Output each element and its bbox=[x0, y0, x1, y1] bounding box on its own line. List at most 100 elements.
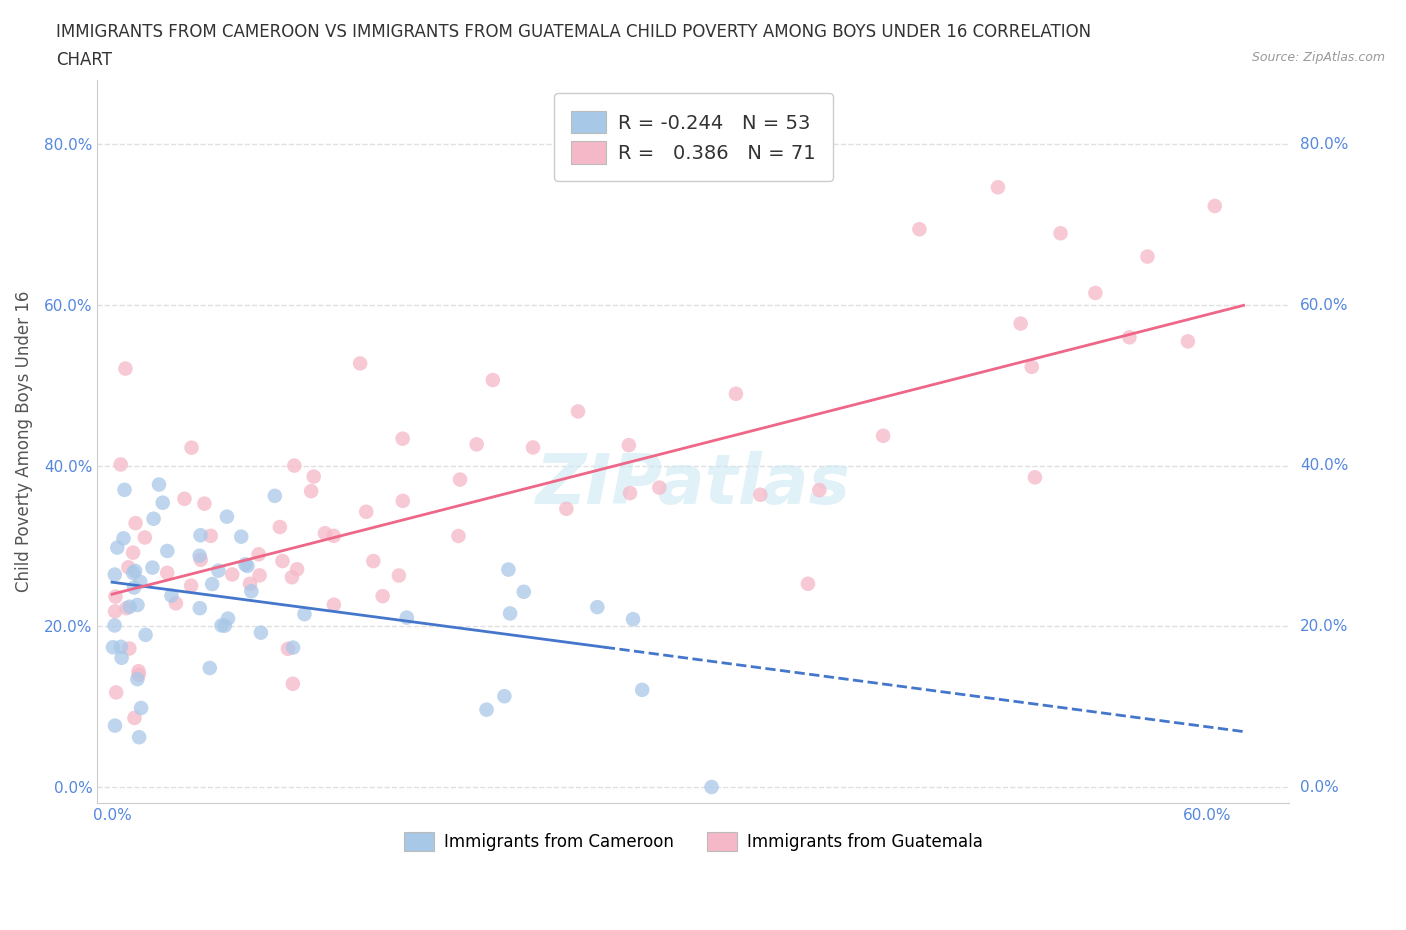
Point bbox=[522, 440, 544, 455]
Point bbox=[110, 457, 132, 472]
Point bbox=[302, 469, 325, 484]
Point bbox=[124, 711, 146, 725]
Point bbox=[156, 543, 179, 558]
Point bbox=[283, 458, 305, 473]
Text: ZIPatlas: ZIPatlas bbox=[536, 451, 851, 518]
Point bbox=[118, 599, 141, 614]
Point bbox=[135, 628, 157, 643]
Point bbox=[160, 588, 183, 603]
Point bbox=[285, 562, 308, 577]
Text: 40.0%: 40.0% bbox=[1301, 458, 1348, 473]
Point bbox=[193, 497, 215, 512]
Point bbox=[263, 488, 285, 503]
Point bbox=[180, 578, 202, 593]
Point bbox=[908, 221, 931, 236]
Point bbox=[217, 611, 239, 626]
Point bbox=[648, 480, 671, 495]
Point bbox=[249, 568, 271, 583]
Point bbox=[221, 567, 243, 582]
Point bbox=[700, 779, 723, 794]
Point bbox=[117, 560, 139, 575]
Point bbox=[129, 575, 152, 590]
Point bbox=[1118, 330, 1140, 345]
Point bbox=[1177, 334, 1199, 349]
Point bbox=[103, 618, 125, 633]
Point bbox=[127, 671, 149, 686]
Point bbox=[112, 531, 135, 546]
Point bbox=[354, 504, 377, 519]
Point bbox=[277, 642, 299, 657]
Point bbox=[233, 557, 256, 572]
Point bbox=[1010, 316, 1032, 331]
Point bbox=[236, 559, 259, 574]
Text: Source: ZipAtlas.com: Source: ZipAtlas.com bbox=[1251, 51, 1385, 64]
Point bbox=[391, 432, 413, 446]
Point bbox=[124, 564, 146, 578]
Point bbox=[391, 494, 413, 509]
Point bbox=[180, 440, 202, 455]
Point bbox=[349, 356, 371, 371]
Point bbox=[1204, 199, 1226, 214]
Point bbox=[114, 483, 136, 498]
Point bbox=[247, 547, 270, 562]
Point bbox=[128, 668, 150, 683]
Point bbox=[269, 520, 291, 535]
Text: IMMIGRANTS FROM CAMEROON VS IMMIGRANTS FROM GUATEMALA CHILD POVERTY AMONG BOYS U: IMMIGRANTS FROM CAMEROON VS IMMIGRANTS F… bbox=[56, 23, 1091, 41]
Point bbox=[371, 589, 394, 604]
Point bbox=[586, 600, 609, 615]
Point bbox=[215, 510, 238, 525]
Point bbox=[1024, 470, 1046, 485]
Point bbox=[122, 565, 145, 580]
Text: 0.0%: 0.0% bbox=[1301, 779, 1339, 794]
Point bbox=[749, 487, 772, 502]
Point bbox=[498, 562, 520, 577]
Point bbox=[621, 612, 644, 627]
Point bbox=[201, 577, 224, 591]
Point bbox=[631, 683, 654, 698]
Point bbox=[395, 610, 418, 625]
Point bbox=[198, 660, 221, 675]
Point bbox=[1136, 249, 1159, 264]
Point bbox=[299, 484, 322, 498]
Point bbox=[987, 179, 1010, 194]
Point bbox=[111, 650, 134, 665]
Point bbox=[118, 641, 141, 656]
Point bbox=[148, 477, 170, 492]
Point bbox=[1021, 359, 1043, 374]
Point bbox=[104, 589, 127, 604]
Point bbox=[239, 577, 262, 591]
Point bbox=[808, 483, 831, 498]
Point bbox=[475, 702, 498, 717]
Point bbox=[250, 625, 273, 640]
Point bbox=[200, 528, 222, 543]
Point bbox=[105, 685, 128, 700]
Point bbox=[190, 528, 212, 543]
Point bbox=[101, 640, 124, 655]
Point bbox=[724, 386, 747, 401]
Text: CHART: CHART bbox=[56, 51, 112, 69]
Text: 80.0%: 80.0% bbox=[1301, 137, 1348, 152]
Point bbox=[152, 496, 174, 511]
Point bbox=[105, 540, 128, 555]
Point bbox=[128, 730, 150, 745]
Point bbox=[122, 580, 145, 595]
Point bbox=[567, 404, 589, 418]
Point bbox=[513, 584, 536, 599]
Point bbox=[388, 568, 411, 583]
Legend: Immigrants from Cameroon, Immigrants from Guatemala: Immigrants from Cameroon, Immigrants fro… bbox=[395, 824, 991, 860]
Point bbox=[104, 604, 127, 618]
Text: 60.0%: 60.0% bbox=[1301, 298, 1348, 312]
Point bbox=[449, 472, 471, 487]
Point bbox=[482, 373, 505, 388]
Text: 20.0%: 20.0% bbox=[1301, 618, 1348, 634]
Point bbox=[231, 529, 253, 544]
Point bbox=[122, 545, 145, 560]
Point bbox=[127, 597, 149, 612]
Point bbox=[173, 491, 195, 506]
Point bbox=[114, 361, 136, 376]
Point bbox=[110, 639, 132, 654]
Point bbox=[617, 438, 640, 453]
Point bbox=[211, 618, 233, 632]
Point bbox=[281, 676, 304, 691]
Point bbox=[188, 549, 211, 564]
